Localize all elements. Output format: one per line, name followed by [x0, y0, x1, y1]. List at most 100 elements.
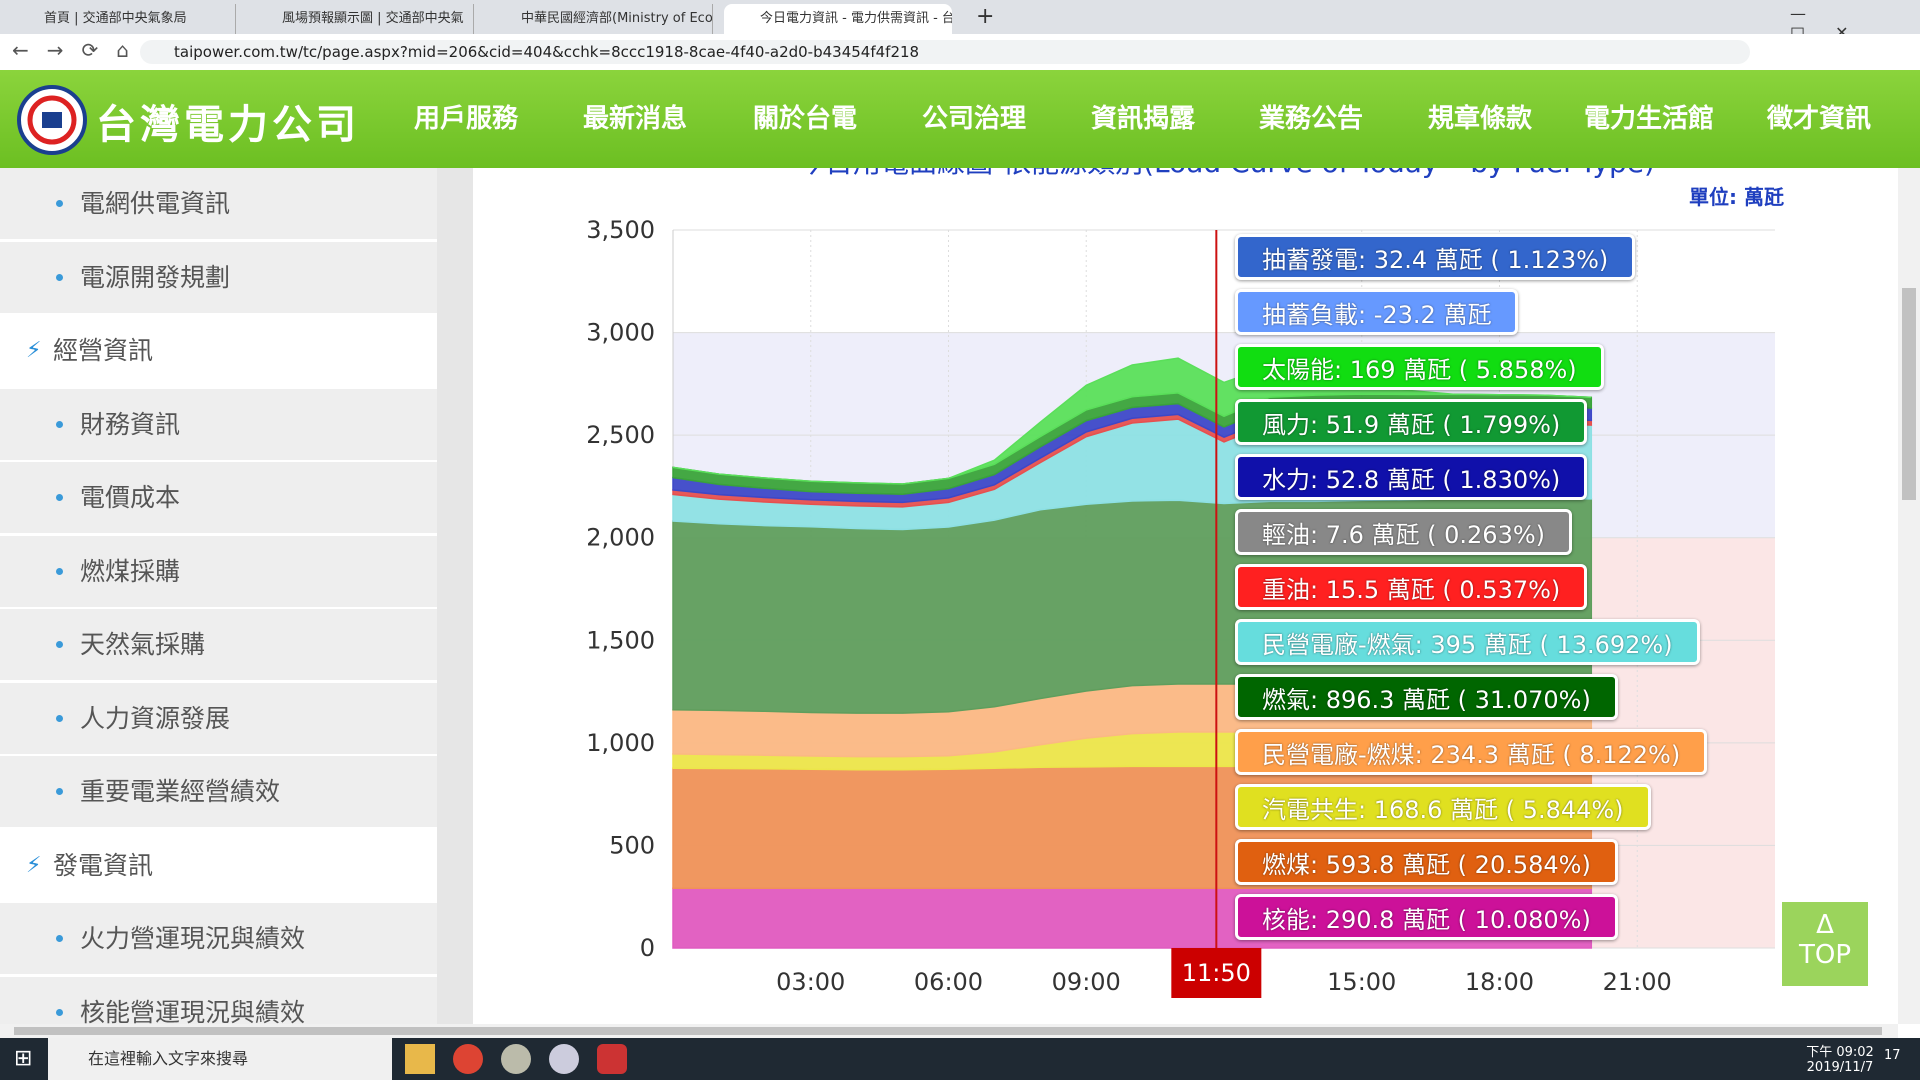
logo-text[interactable]: 台灣電力公司 [96, 102, 360, 148]
site-header: 台灣電力公司 用戶服務 最新消息 關於台電 公司治理 資訊揭露 業務公告 規章條款 電力生活館… [0, 70, 1920, 168]
top-label: TOP [1798, 940, 1852, 970]
sidebar-item[interactable]: 燃煤採購 [0, 535, 437, 607]
bullet [56, 641, 63, 648]
sidebar-item[interactable]: 財務資訊 [0, 388, 437, 460]
new-tab[interactable]: + [976, 4, 995, 29]
y-tick-label: 1,000 [586, 729, 655, 757]
tab[interactable]: 中華民國經濟部(Ministry of Eco [485, 4, 713, 34]
sidebar-item[interactable]: 重要電業經營績效 [0, 756, 437, 827]
app-icon[interactable] [549, 1044, 579, 1074]
start-button[interactable]: ⊞ [14, 1046, 33, 1071]
notification-count[interactable]: 17 [1884, 1048, 1901, 1063]
tab[interactable]: 風場預報顯示圖 | 交通部中央氣 [246, 4, 474, 34]
crosshair-label-bg [1171, 948, 1262, 998]
bullet [56, 494, 63, 501]
sidebar-text: 重要電業經營績效 [80, 777, 281, 806]
nav-item[interactable]: 規章條款 [1427, 104, 1533, 134]
nav-item[interactable]: 最新消息 [582, 104, 688, 134]
x-tick-label: 06:00 [914, 968, 983, 996]
url-field[interactable]: taipower.com.tw/tc/page.aspx?mid=206&cid… [140, 40, 1750, 64]
tooltip-item: 輕油: 7.6 萬瓩 ( 0.263%) [1235, 509, 1573, 555]
sidebar-text: 經營資訊 [53, 336, 154, 365]
sidebar-item[interactable]: 人力資源發展 [0, 682, 437, 754]
h-scrollbar[interactable] [0, 1024, 1898, 1038]
app-icon[interactable] [405, 1044, 435, 1074]
logo-icon [17, 85, 87, 155]
sidebar-text: 電價成本 [80, 483, 181, 512]
y-tick-label: 1,500 [586, 626, 655, 654]
sidebar-item[interactable]: ⚡ 發電資訊 [0, 829, 437, 901]
x-tick-label: 18:00 [1465, 968, 1534, 996]
y-tick-label: 3,000 [586, 319, 655, 347]
bullet [56, 200, 63, 207]
x-tick-label: 15:00 [1327, 968, 1396, 996]
tooltip-item: 太陽能: 169 萬瓩 ( 5.858%) [1235, 344, 1604, 390]
nav-item[interactable]: 關於台電 [752, 104, 858, 134]
nav-item[interactable]: 公司治理 [921, 104, 1027, 134]
h-scroll-thumb[interactable] [14, 1027, 1882, 1035]
tab-strip: 首頁 | 交通部中央氣象局 風場預報顯示圖 | 交通部中央氣 中華民國經濟部(M… [0, 0, 1920, 42]
taskbar: ⊞ 在這裡輸入文字來搜尋 下午 09:02 2019/11/7 17 [0, 1038, 1920, 1080]
sidebar-item[interactable]: 火力營運現況與績效 [0, 903, 437, 974]
scrollbar[interactable] [1898, 70, 1920, 1024]
y-tick-label: 2,000 [586, 524, 655, 552]
tooltip-item: 燃煤: 593.8 萬瓩 ( 20.584%) [1235, 839, 1618, 885]
nav-item[interactable]: 用戶服務 [413, 104, 519, 134]
bullet [56, 1008, 63, 1016]
tooltip-item: 燃氣: 896.3 萬瓩 ( 31.070%) [1235, 674, 1618, 720]
sidebar-text: 電源開發規劃 [80, 262, 231, 292]
top-arrow: Δ [1816, 910, 1834, 940]
sidebar-item[interactable]: 電源開發規劃 [0, 241, 437, 313]
x-tick-label: 03:00 [776, 968, 845, 996]
bolt-icon: ⚡ [26, 338, 42, 363]
sidebar-text: 財務資訊 [80, 409, 181, 439]
sidebar-item[interactable]: 核能營運現況與績效 [0, 976, 437, 1025]
y-tick-label: 2,500 [586, 421, 655, 449]
tooltip-item: 水力: 52.8 萬瓩 ( 1.830%) [1235, 454, 1588, 500]
nav-item[interactable]: 電力生活館 [1583, 104, 1715, 134]
tooltip-item: 抽蓄發電: 32.4 萬瓩 ( 1.123%) [1235, 234, 1636, 280]
bullet [56, 420, 63, 428]
sidebar-text: 火力營運現況與績效 [80, 924, 306, 953]
search-box[interactable]: 在這裡輸入文字來搜尋 [48, 1038, 392, 1080]
sidebar: 電網供電資訊 電源開發規劃 ⚡ 經營資訊財務資訊電價成本燃煤採購天然氣採購 人力資源發展… [0, 168, 437, 1024]
app-icon[interactable] [453, 1044, 483, 1074]
nav-item[interactable]: 徵才資訊 [1766, 104, 1872, 134]
tooltip-item: 重油: 15.5 萬瓩 ( 0.537%) [1235, 564, 1588, 610]
bullet [56, 567, 63, 575]
tooltip-item: 風力: 51.9 萬瓩 ( 1.799%) [1235, 399, 1588, 445]
tab[interactable]: 首頁 | 交通部中央氣象局 [8, 4, 236, 34]
tooltip-item: 汽電共生: 168.6 萬瓩 ( 5.844%) [1235, 784, 1651, 830]
nav-buttons[interactable]: ←→⟳⌂ [12, 38, 147, 62]
sidebar-text: 燃煤採購 [80, 556, 181, 586]
sidebar-item[interactable]: 天然氣採購 [0, 609, 437, 680]
tooltip-item: 民營電廠-燃煤: 234.3 萬瓩 ( 8.122%) [1235, 729, 1708, 775]
bolt-icon: ⚡ [26, 852, 42, 878]
tooltip-item: 核能: 290.8 萬瓩 ( 10.080%) [1235, 894, 1618, 940]
crosshair-label: 11:50 [1182, 959, 1251, 987]
top-button[interactable]: Δ TOP [1782, 902, 1868, 986]
clock-time: 下午 09:02 [1806, 1045, 1874, 1060]
tooltip-item: 抽蓄負載: -23.2 萬瓩 [1235, 289, 1519, 335]
sidebar-item[interactable]: 電網供電資訊 [0, 168, 437, 239]
clock[interactable]: 下午 09:02 2019/11/7 [1800, 1041, 1880, 1075]
clock-date: 2019/11/7 [1806, 1060, 1874, 1075]
sidebar-text: 電網供電資訊 [80, 189, 231, 218]
tab-active[interactable]: 今日電力資訊 - 電力供需資訊 - 台 [724, 4, 952, 34]
app-icon[interactable] [501, 1044, 531, 1074]
sidebar-item[interactable]: ⚡ 經營資訊 [0, 315, 437, 386]
bullet [56, 935, 63, 942]
sidebar-item[interactable]: 電價成本 [0, 462, 437, 533]
scroll-thumb[interactable] [1902, 288, 1916, 500]
app-icon[interactable] [597, 1044, 627, 1074]
nav-item[interactable]: 業務公告 [1258, 104, 1364, 134]
nav-item[interactable]: 資訊揭露 [1090, 104, 1196, 134]
sidebar-text: 核能營運現況與績效 [80, 997, 306, 1025]
y-tick-label: 500 [609, 831, 655, 859]
sidebar-text: 發電資訊 [53, 850, 154, 880]
x-tick-label: 09:00 [1052, 968, 1121, 996]
y-tick-label: 3,500 [586, 216, 655, 244]
x-tick-label: 21:00 [1603, 968, 1672, 996]
